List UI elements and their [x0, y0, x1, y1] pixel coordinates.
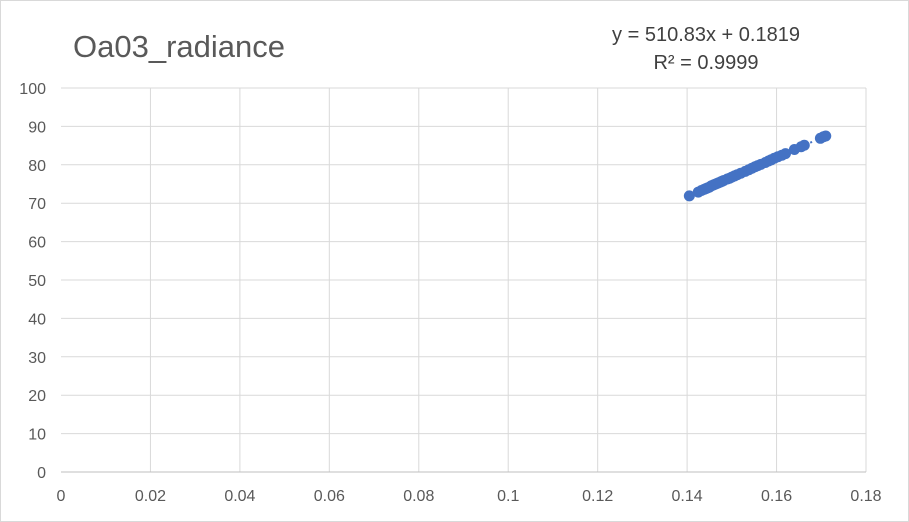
- x-tick-label: 0.12: [582, 488, 613, 505]
- x-tick-label: 0.02: [135, 488, 166, 505]
- x-tick-label: 0: [57, 488, 66, 505]
- x-tick-label: 0.04: [224, 488, 255, 505]
- y-tick-label: 90: [28, 119, 46, 136]
- y-tick-label: 100: [19, 81, 46, 98]
- y-tick-label: 20: [28, 388, 46, 405]
- data-point: [780, 148, 791, 160]
- x-tick-label: 0.16: [761, 488, 792, 505]
- x-tick-label: 0.06: [314, 488, 345, 505]
- x-tick-label: 0.08: [403, 488, 434, 505]
- y-tick-label: 10: [28, 427, 46, 444]
- y-tick-label: 60: [28, 235, 46, 252]
- data-point: [798, 139, 810, 151]
- y-tick-label: 40: [28, 311, 46, 328]
- trendline-label: y = 510.83x + 0.1819 R² = 0.9999: [561, 21, 851, 77]
- chart-title: Oa03_radiance: [73, 29, 285, 64]
- trendline-r-squared: R² = 0.9999: [653, 52, 759, 74]
- trendline-equation: y = 510.83x + 0.1819: [612, 24, 800, 46]
- y-tick-label: 0: [37, 465, 46, 482]
- data-point: [683, 190, 695, 202]
- y-tick-label: 30: [28, 350, 46, 367]
- data-points: [683, 130, 832, 202]
- data-point: [820, 130, 832, 142]
- x-tick-label: 0.1: [497, 488, 519, 505]
- x-tick-label: 0.14: [672, 488, 703, 505]
- y-tick-label: 70: [28, 196, 46, 213]
- y-tick-label: 80: [28, 158, 46, 175]
- x-axis-tick-labels: 0 0.02 0.04 0.06 0.08 0.1 0.12 0.14 0.16 0.18: [57, 488, 882, 505]
- y-axis-tick-labels: 0 10 20 30 40 50 60 70 80 90 100: [19, 81, 46, 482]
- y-tick-label: 50: [28, 273, 46, 290]
- gridlines: [61, 87, 867, 472]
- x-tick-label: 0.18: [850, 488, 881, 505]
